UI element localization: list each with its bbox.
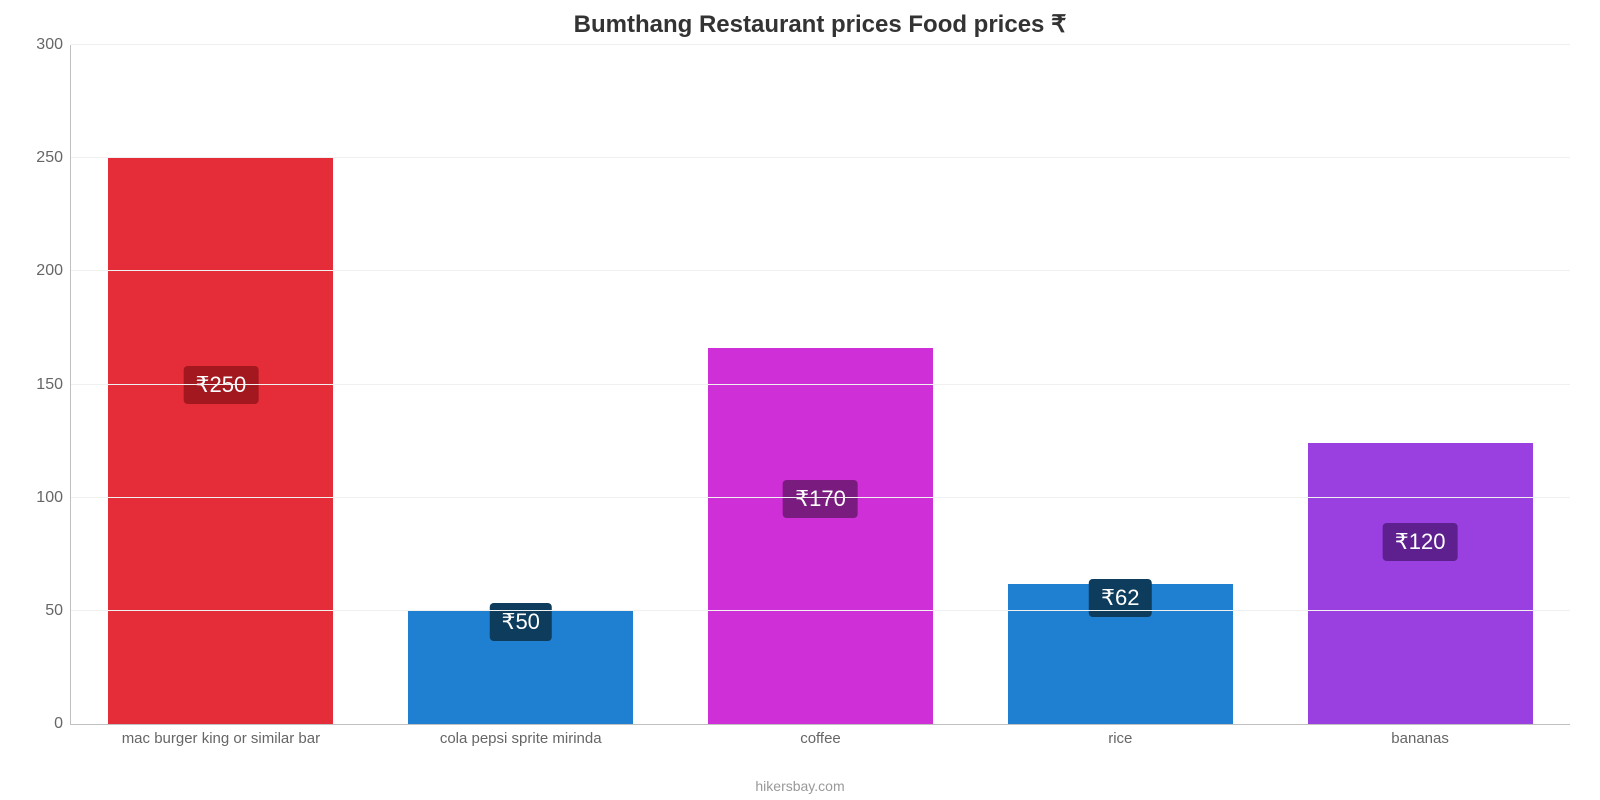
bars-layer: ₹250 ₹50 ₹170 ₹62 ₹120 xyxy=(71,45,1570,724)
grid-line xyxy=(71,610,1570,611)
x-axis-label: bananas xyxy=(1270,730,1570,747)
y-tick-label: 250 xyxy=(36,149,71,167)
y-tick-label: 300 xyxy=(36,36,71,54)
chart-container: Bumthang Restaurant prices Food prices ₹… xyxy=(0,0,1600,800)
x-axis-label: rice xyxy=(970,730,1270,747)
bar-value-label: ₹250 xyxy=(184,366,259,404)
bar: ₹50 xyxy=(408,611,633,724)
grid-line xyxy=(71,270,1570,271)
bar-slot: ₹170 xyxy=(671,45,971,724)
bar: ₹120 xyxy=(1308,443,1533,724)
plot-area: ₹250₹50₹170₹62₹120 mac burger king or si… xyxy=(70,45,1570,725)
grid-line xyxy=(71,157,1570,158)
y-tick-label: 150 xyxy=(36,376,71,394)
y-tick-label: 100 xyxy=(36,489,71,507)
bar-slot: ₹50 xyxy=(371,45,671,724)
y-tick-label: 0 xyxy=(54,715,71,733)
bar-value-label: ₹170 xyxy=(783,480,858,518)
bar-slot: ₹62 xyxy=(970,45,1270,724)
bar-value-label: ₹50 xyxy=(489,603,551,641)
bar-slot: ₹120 xyxy=(1270,45,1570,724)
x-axis-labels: mac burger king or similar barcola pepsi… xyxy=(71,724,1570,747)
bar-slot: ₹250 xyxy=(71,45,371,724)
bar: ₹170 xyxy=(708,348,933,724)
bar: ₹62 xyxy=(1008,584,1233,724)
x-axis-label: mac burger king or similar bar xyxy=(71,730,371,747)
bar-value-label: ₹62 xyxy=(1089,579,1151,617)
grid-line xyxy=(71,384,1570,385)
x-axis-label: coffee xyxy=(671,730,971,747)
bar-value-label: ₹120 xyxy=(1383,523,1458,561)
grid-line xyxy=(71,497,1570,498)
chart-title: Bumthang Restaurant prices Food prices ₹ xyxy=(70,10,1570,39)
grid-line xyxy=(71,44,1570,45)
x-axis-label: cola pepsi sprite mirinda xyxy=(371,730,671,747)
bar: ₹250 xyxy=(108,158,333,724)
y-tick-label: 50 xyxy=(45,602,71,620)
credit-text: hikersbay.com xyxy=(0,778,1600,794)
y-tick-label: 200 xyxy=(36,262,71,280)
